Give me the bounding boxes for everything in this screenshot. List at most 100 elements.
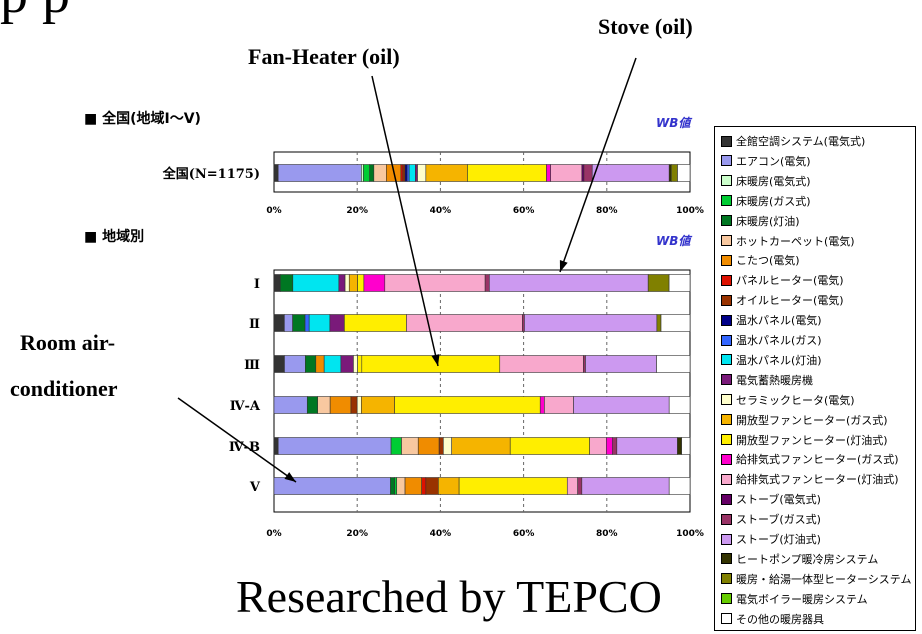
bar-segment — [451, 437, 511, 455]
legend-label: 全館空調システム(電気式) — [736, 135, 866, 148]
legend-item: 開放型ファンヒーター(灯油式) — [721, 432, 888, 448]
bar-segment — [357, 355, 363, 373]
bar-segment — [438, 437, 444, 455]
bar-segment — [361, 164, 364, 182]
bar-segment — [317, 396, 331, 414]
bar-segment — [400, 164, 404, 182]
annotation-stove: Stove (oil) — [598, 14, 693, 39]
legend-swatch — [721, 434, 732, 445]
legend-swatch — [721, 553, 732, 565]
annotation-arrow-head — [431, 354, 440, 366]
legend-item: エアコン(電気) — [721, 153, 811, 169]
legend-item: ホットカーペット(電気) — [721, 233, 855, 249]
bar-segment — [438, 477, 460, 495]
bar-segment — [304, 314, 310, 332]
legend-item: セラミックヒータ(電気) — [721, 392, 855, 408]
bar-segment — [583, 355, 586, 373]
legend-label: 電気蓄熱暖房機 — [736, 373, 813, 387]
bar-segment — [550, 164, 583, 182]
bar-segment — [668, 396, 691, 414]
legend-item: ヒートポンプ暖冷房システム — [721, 551, 878, 567]
bar-segment — [363, 164, 370, 182]
bar-segment — [677, 164, 691, 182]
bar-segment — [384, 274, 486, 292]
bar-segment — [573, 396, 670, 414]
x-tick-label: 60% — [513, 206, 535, 216]
bar-segment — [394, 396, 541, 414]
bar-segment — [273, 164, 279, 182]
bar-segment — [484, 274, 490, 292]
legend-swatch — [721, 394, 732, 406]
x-tick-label: 20% — [346, 206, 368, 216]
bar-segment — [323, 355, 342, 373]
bar-segment — [681, 437, 691, 455]
legend-label: ストーブ(灯油式) — [736, 533, 821, 546]
category-label: Ⅰ — [254, 277, 260, 292]
x-tick-label: 80% — [596, 206, 618, 216]
bar-segment — [583, 164, 593, 182]
bar-segment — [390, 437, 402, 455]
bar-segment — [357, 274, 365, 292]
legend-item: ストーブ(灯油式) — [721, 531, 821, 547]
bar-segment — [656, 314, 662, 332]
legend-label: 給排気式ファンヒーター(ガス式) — [736, 453, 899, 467]
bar-segment — [458, 477, 568, 495]
legend-swatch — [721, 334, 732, 346]
legend-item: ストーブ(ガス式) — [721, 511, 821, 527]
footer-credit: Researched by TEPCO — [236, 571, 662, 622]
legend-item: 給排気式ファンヒーター(ガス式) — [721, 451, 899, 467]
annotation-fan-heater: Fan-Heater (oil) — [248, 44, 400, 69]
legend-label: 開放型ファンヒーター(灯油式) — [736, 433, 888, 447]
bar-segment — [524, 314, 658, 332]
bar-segment — [591, 164, 670, 182]
legend-label: ホットカーペット(電気) — [736, 234, 855, 248]
legend-item: 暖房・給湯一体型ヒーターシステム — [721, 571, 911, 587]
bar-segment — [390, 477, 395, 495]
bar-segment — [348, 274, 358, 292]
bar-segment — [581, 477, 670, 495]
legend-label: 温水パネル(電気) — [736, 314, 822, 328]
bar-segment — [606, 437, 613, 455]
legend-item: 床暖房(灯油) — [721, 213, 800, 229]
legend-label: 暖房・給湯一体型ヒーターシステム — [736, 572, 912, 586]
bar-segment — [406, 314, 523, 332]
bar-segment — [522, 314, 525, 332]
legend-swatch — [721, 374, 732, 386]
bar-segment — [402, 164, 406, 182]
legend-item: 床暖房(ガス式) — [721, 193, 811, 209]
bar-segment — [340, 355, 354, 373]
category-label: Ⅱ — [249, 317, 260, 332]
bar-segment — [361, 355, 501, 373]
bar-segment — [344, 314, 407, 332]
annotation-arrow-line — [371, 75, 439, 367]
legend-item: 床暖房(電気式) — [721, 173, 811, 189]
legend-swatch — [721, 175, 732, 187]
legend-item: パネルヒーター(電気) — [721, 272, 844, 288]
bar-segment — [404, 477, 422, 495]
bar-segment — [363, 274, 386, 292]
legend-item: オイルヒーター(電気) — [721, 292, 844, 308]
bar-segment — [670, 164, 678, 182]
bar-segment — [499, 355, 584, 373]
legend-label: 温水パネル(灯油) — [736, 353, 822, 367]
legend-swatch — [721, 314, 732, 326]
legend-item: 給排気式ファンヒーター(灯油式) — [721, 471, 899, 487]
bar-segment — [292, 274, 340, 292]
bar-segment — [284, 314, 293, 332]
legend-label: その他の暖房器具 — [736, 612, 824, 626]
legend-label: 床暖房(ガス式) — [736, 194, 811, 208]
legend-label: エアコン(電気) — [736, 154, 811, 168]
legend-swatch — [721, 135, 732, 147]
bar-segment — [273, 437, 279, 455]
bar-segment — [394, 477, 398, 495]
bar-segment — [404, 164, 408, 182]
legend-swatch — [721, 354, 732, 366]
legend-label: 開放型ファンヒーター(ガス式) — [736, 413, 888, 427]
x-tick-label: 60% — [513, 529, 535, 539]
x-tick-label: 80% — [596, 529, 618, 539]
bar-segment — [329, 396, 352, 414]
legend-item: 電気蓄熱暖房機 — [721, 372, 813, 388]
bar-segment — [585, 355, 657, 373]
bar-segment — [315, 355, 325, 373]
